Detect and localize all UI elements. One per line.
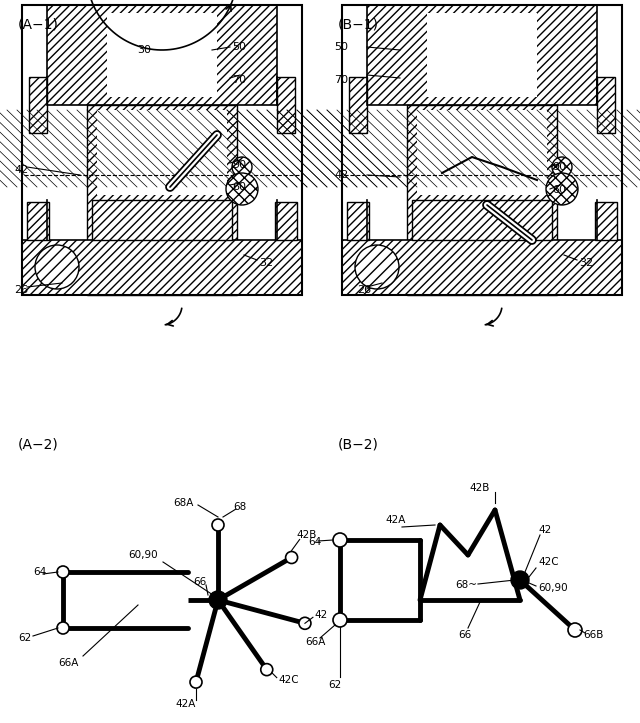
Bar [277, 77, 295, 133]
Bar [407, 105, 557, 295]
Text: 60: 60 [552, 185, 566, 195]
Text: 42: 42 [334, 170, 348, 180]
Bar [107, 13, 217, 97]
Bar [367, 5, 597, 105]
Circle shape [546, 173, 578, 205]
Text: (A−2): (A−2) [18, 438, 59, 452]
Circle shape [57, 566, 69, 578]
Circle shape [190, 676, 202, 688]
Circle shape [212, 519, 224, 531]
Bar [22, 240, 302, 295]
Text: 50: 50 [334, 42, 348, 52]
Bar [47, 5, 277, 105]
Circle shape [511, 571, 529, 589]
Text: 32: 32 [259, 258, 273, 268]
Text: 66B: 66B [583, 630, 604, 640]
Bar [597, 77, 615, 133]
Circle shape [232, 157, 252, 177]
Text: 66: 66 [193, 577, 206, 587]
Bar [29, 77, 47, 133]
Circle shape [333, 533, 347, 547]
Bar [417, 110, 547, 195]
Text: 70: 70 [334, 75, 348, 85]
Text: 62: 62 [328, 680, 342, 690]
Circle shape [226, 173, 258, 205]
Text: 42: 42 [315, 610, 328, 620]
Text: 26: 26 [357, 285, 371, 295]
Circle shape [355, 245, 399, 289]
Circle shape [333, 613, 347, 627]
Bar [349, 77, 367, 133]
Bar [87, 105, 237, 295]
Text: 90: 90 [552, 162, 566, 172]
Text: (B−2): (B−2) [338, 438, 379, 452]
Circle shape [285, 552, 298, 563]
Bar [97, 110, 227, 195]
Bar [342, 5, 622, 295]
Bar [347, 202, 369, 240]
Text: 42: 42 [538, 525, 551, 535]
Text: 32: 32 [579, 258, 593, 268]
Text: 90: 90 [232, 160, 246, 170]
Circle shape [568, 623, 582, 637]
Text: (A−1): (A−1) [18, 18, 59, 32]
Bar [412, 200, 552, 240]
Text: 42A: 42A [385, 515, 405, 525]
Circle shape [299, 617, 311, 629]
Text: 68~: 68~ [455, 580, 477, 590]
Text: 42C: 42C [279, 675, 300, 685]
Bar [27, 202, 49, 240]
Circle shape [260, 664, 273, 675]
Text: (B−1): (B−1) [338, 18, 379, 32]
Text: 70: 70 [232, 75, 246, 85]
Text: 42: 42 [14, 165, 28, 175]
Circle shape [209, 591, 227, 609]
Text: 64: 64 [308, 537, 321, 547]
Text: 50: 50 [232, 42, 246, 52]
Bar [275, 202, 297, 240]
Text: 42C: 42C [538, 557, 559, 567]
Circle shape [57, 622, 69, 634]
Text: 26: 26 [14, 285, 28, 295]
Text: 60: 60 [232, 182, 246, 192]
Text: 42A: 42A [176, 699, 196, 709]
Bar [22, 5, 302, 295]
Text: 68A: 68A [173, 498, 193, 508]
Text: 62: 62 [18, 633, 31, 643]
Bar [595, 202, 617, 240]
Text: 30: 30 [137, 45, 151, 55]
Bar [92, 200, 232, 240]
Text: 42B: 42B [296, 531, 317, 541]
Text: 66A: 66A [305, 637, 325, 647]
Text: 64: 64 [33, 567, 46, 577]
Text: 68: 68 [233, 502, 246, 512]
Text: 42B: 42B [470, 483, 490, 493]
Circle shape [35, 245, 79, 289]
Text: 66: 66 [458, 630, 472, 640]
Bar [342, 240, 622, 295]
Text: 60,90: 60,90 [128, 550, 157, 560]
Text: 66A: 66A [58, 658, 78, 668]
Bar [427, 13, 537, 97]
Text: 60,90: 60,90 [538, 583, 568, 593]
Circle shape [552, 157, 572, 177]
